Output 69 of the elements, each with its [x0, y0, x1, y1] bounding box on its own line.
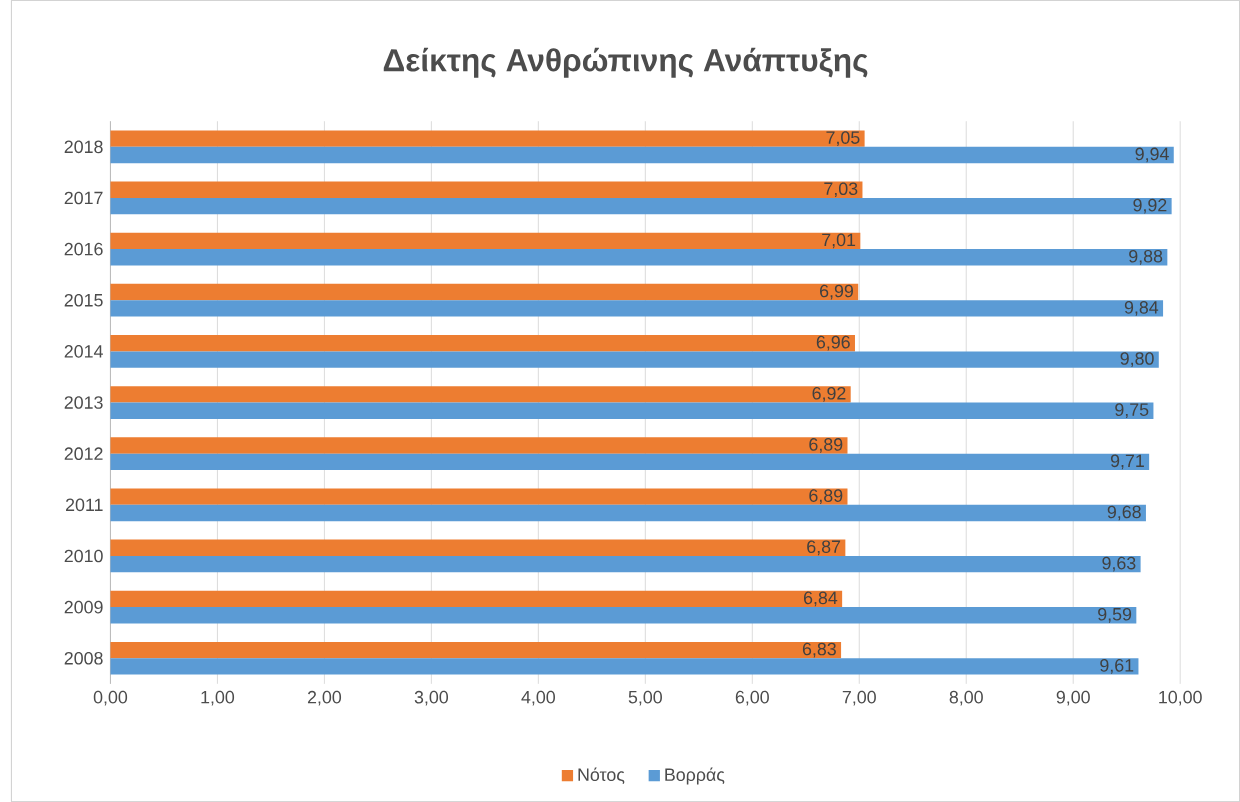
data-label: 6,96 [816, 335, 850, 351]
data-label: 6,89 [809, 489, 843, 504]
y-tick-label: 2016 [64, 242, 103, 256]
x-tick-label: 4,00 [521, 690, 555, 706]
bar [110, 504, 1146, 522]
data-label: 9,59 [1098, 607, 1132, 623]
x-tick-label: 2,00 [307, 690, 342, 706]
bar [110, 402, 1154, 419]
data-label: 9,80 [1120, 352, 1154, 367]
bar [110, 590, 843, 608]
y-tick-label: 2012 [64, 447, 103, 460]
x-tick-label: 1,00 [201, 690, 235, 706]
data-label: 9,84 [1124, 301, 1159, 316]
data-label: 7,03 [824, 182, 858, 198]
data-label: 6,89 [809, 438, 843, 453]
bar [110, 130, 865, 147]
x-tick-label: 9,00 [1056, 690, 1090, 706]
y-tick-label: 2018 [64, 140, 103, 154]
data-label: 9,75 [1115, 403, 1149, 419]
data-label: 6,87 [807, 540, 841, 556]
x-tick-label: 8,00 [949, 690, 983, 706]
bar [110, 641, 842, 659]
data-label: 9,94 [1135, 147, 1169, 163]
x-tick-label: 0,00 [93, 690, 128, 706]
y-tick-label: 2017 [64, 191, 103, 205]
bar [110, 386, 851, 403]
bar [110, 555, 1141, 573]
data-label: 6,84 [803, 591, 838, 607]
bar [110, 300, 1164, 317]
bar [110, 658, 1139, 675]
bar [110, 437, 848, 454]
data-label: 9,61 [1100, 659, 1134, 674]
data-label: 7,01 [822, 233, 856, 249]
y-tick-label: 2015 [64, 293, 103, 307]
data-label: 9,63 [1102, 556, 1136, 572]
bar [110, 539, 846, 556]
data-label: 9,68 [1107, 505, 1141, 521]
data-label: 7,05 [826, 131, 860, 146]
data-label: 6,99 [820, 284, 853, 300]
x-tick-label: 10,00 [1159, 690, 1202, 706]
bar [110, 488, 848, 505]
bar [110, 181, 863, 198]
data-label: 9,92 [1133, 198, 1167, 214]
x-tick-label: 5,00 [628, 690, 662, 706]
y-tick-label: 2009 [64, 600, 103, 614]
data-label: 9,88 [1129, 249, 1163, 265]
data-label: 6,83 [802, 642, 836, 658]
y-tick-label: 2010 [64, 549, 103, 563]
y-tick-label: 2013 [64, 396, 103, 409]
bar [110, 334, 855, 352]
x-tick-label: 7,00 [842, 690, 876, 706]
bar [110, 453, 1150, 470]
x-tick-label: 3,00 [414, 690, 449, 706]
data-label: 6,92 [812, 386, 846, 402]
data-label: 9,71 [1110, 454, 1144, 470]
legend-label: Νότος [578, 767, 625, 784]
bar [110, 232, 861, 250]
bar [110, 283, 859, 301]
y-tick-label: 2011 [66, 498, 103, 512]
bar [110, 351, 1159, 368]
y-tick-label: 2014 [64, 345, 103, 358]
bar [110, 197, 1172, 215]
bar [110, 249, 1168, 266]
bar [110, 607, 1137, 624]
legend-label: Βορράς [665, 767, 725, 785]
y-tick-label: 2008 [64, 651, 103, 665]
bar [110, 146, 1174, 164]
chart-title: Δείκτης Ανθρώπινης Ανάπτυξης [383, 47, 868, 78]
x-tick-label: 6,00 [735, 690, 769, 706]
